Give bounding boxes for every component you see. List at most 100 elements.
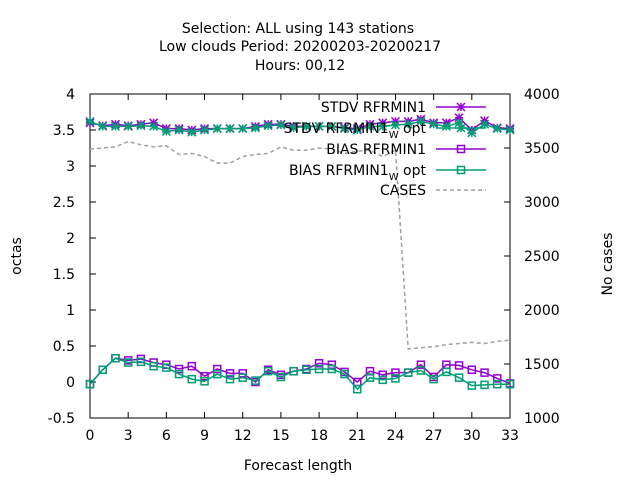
data-point [98, 365, 107, 375]
data-point [289, 123, 299, 133]
data-point [238, 369, 247, 378]
legend-entry: STDV RFRMIN1 [321, 100, 486, 116]
data-point [225, 124, 235, 134]
series-1 [85, 116, 515, 138]
data-point [162, 363, 171, 372]
series-3 [85, 353, 515, 394]
data-point [263, 366, 273, 376]
data-point [276, 372, 286, 382]
legend-entry: CASES [380, 183, 486, 199]
data-point [442, 367, 451, 377]
data-point [110, 121, 120, 131]
legend-label: STDV RFRMIN1W opt [284, 121, 427, 141]
series-line [89, 357, 510, 391]
ticks-layer: 0 3 6 9 12 15 18 21 24 27 30 33 -0.5 0 0.5 1 1.5 2 2.5 3 3.5… [48, 87, 560, 444]
data-point [136, 357, 146, 367]
data-point [467, 365, 477, 375]
data-point [314, 121, 324, 131]
data-point [123, 358, 133, 367]
x-tick-label: 24 [387, 428, 405, 444]
data-point [327, 364, 337, 374]
data-point [378, 370, 387, 380]
y2-tick-label: 1000 [524, 411, 560, 427]
legend-marker [456, 102, 466, 112]
data-point [454, 373, 464, 382]
data-point [403, 119, 413, 129]
data-point [174, 369, 184, 379]
data-point [454, 361, 464, 370]
data-point [213, 364, 222, 374]
legend-marker [456, 144, 466, 154]
data-point [416, 360, 426, 369]
data-point [263, 121, 273, 131]
y2-tick-label: 2000 [524, 303, 560, 319]
legend-label: BIAS RFRMIN1W opt [289, 163, 427, 183]
data-point [340, 369, 349, 379]
data-point [187, 361, 197, 371]
y-tick-label: 4 [66, 87, 75, 103]
y2-axis-label: No cases [600, 233, 616, 296]
data-point [480, 119, 490, 129]
y-tick-label: 2.5 [53, 195, 75, 211]
data-point [429, 119, 439, 129]
data-point [289, 366, 298, 376]
data-point [353, 384, 362, 394]
x-tick-label: 9 [200, 428, 209, 444]
data-point [378, 121, 388, 131]
data-point [238, 373, 247, 382]
x-tick-label: 6 [162, 428, 171, 444]
x-tick-label: 30 [463, 428, 481, 444]
data-point [225, 369, 235, 378]
data-point [149, 361, 158, 371]
data-point [213, 369, 222, 379]
y2-tick-label: 4000 [524, 87, 560, 103]
data-point [314, 364, 324, 374]
y-tick-label: -0.5 [48, 411, 75, 427]
data-point [200, 125, 210, 135]
y-tick-label: 0.5 [53, 339, 75, 355]
y-tick-label: 2 [66, 231, 75, 247]
x-tick-label: 18 [310, 428, 328, 444]
data-point [365, 121, 375, 131]
data-point [467, 381, 477, 390]
data-point [454, 113, 464, 123]
data-point [441, 121, 451, 131]
legend-marker [456, 123, 466, 133]
data-point [302, 365, 311, 375]
legend-label: BIAS RFRMIN1 [326, 142, 426, 158]
legend-label: STDV RFRMIN1 [321, 100, 426, 116]
data-point [200, 377, 209, 386]
legend-label: CASES [380, 183, 426, 199]
series-line [89, 140, 511, 350]
data-point [225, 374, 235, 384]
y2-tick-label: 2500 [524, 249, 560, 265]
data-point [480, 368, 489, 377]
data-point [505, 379, 515, 389]
data-point [416, 366, 426, 375]
data-point [212, 124, 222, 134]
data-point [136, 121, 146, 131]
title-line-2: Low clouds Period: 20200203-20200217 [159, 39, 441, 55]
data-point [352, 125, 362, 135]
y-tick-label: 1 [66, 303, 75, 319]
data-point [161, 126, 171, 136]
title-line-1: Selection: ALL using 143 stations [182, 21, 414, 37]
x-tick-label: 33 [501, 428, 519, 444]
data-point [327, 121, 337, 131]
data-point [250, 123, 260, 133]
data-point [480, 380, 489, 390]
y2-tick-label: 1500 [524, 357, 560, 373]
data-point [98, 121, 108, 131]
data-point [111, 353, 120, 363]
title-line-3: Hours: 00,12 [255, 58, 345, 74]
y-tick-label: 3 [66, 159, 75, 175]
data-point [314, 359, 324, 368]
data-point [391, 374, 400, 383]
data-point [85, 379, 95, 389]
legend-entry: STDV RFRMIN1W opt [284, 121, 486, 141]
x-tick-label: 12 [234, 428, 252, 444]
data-point [390, 120, 400, 130]
data-point [454, 118, 464, 128]
